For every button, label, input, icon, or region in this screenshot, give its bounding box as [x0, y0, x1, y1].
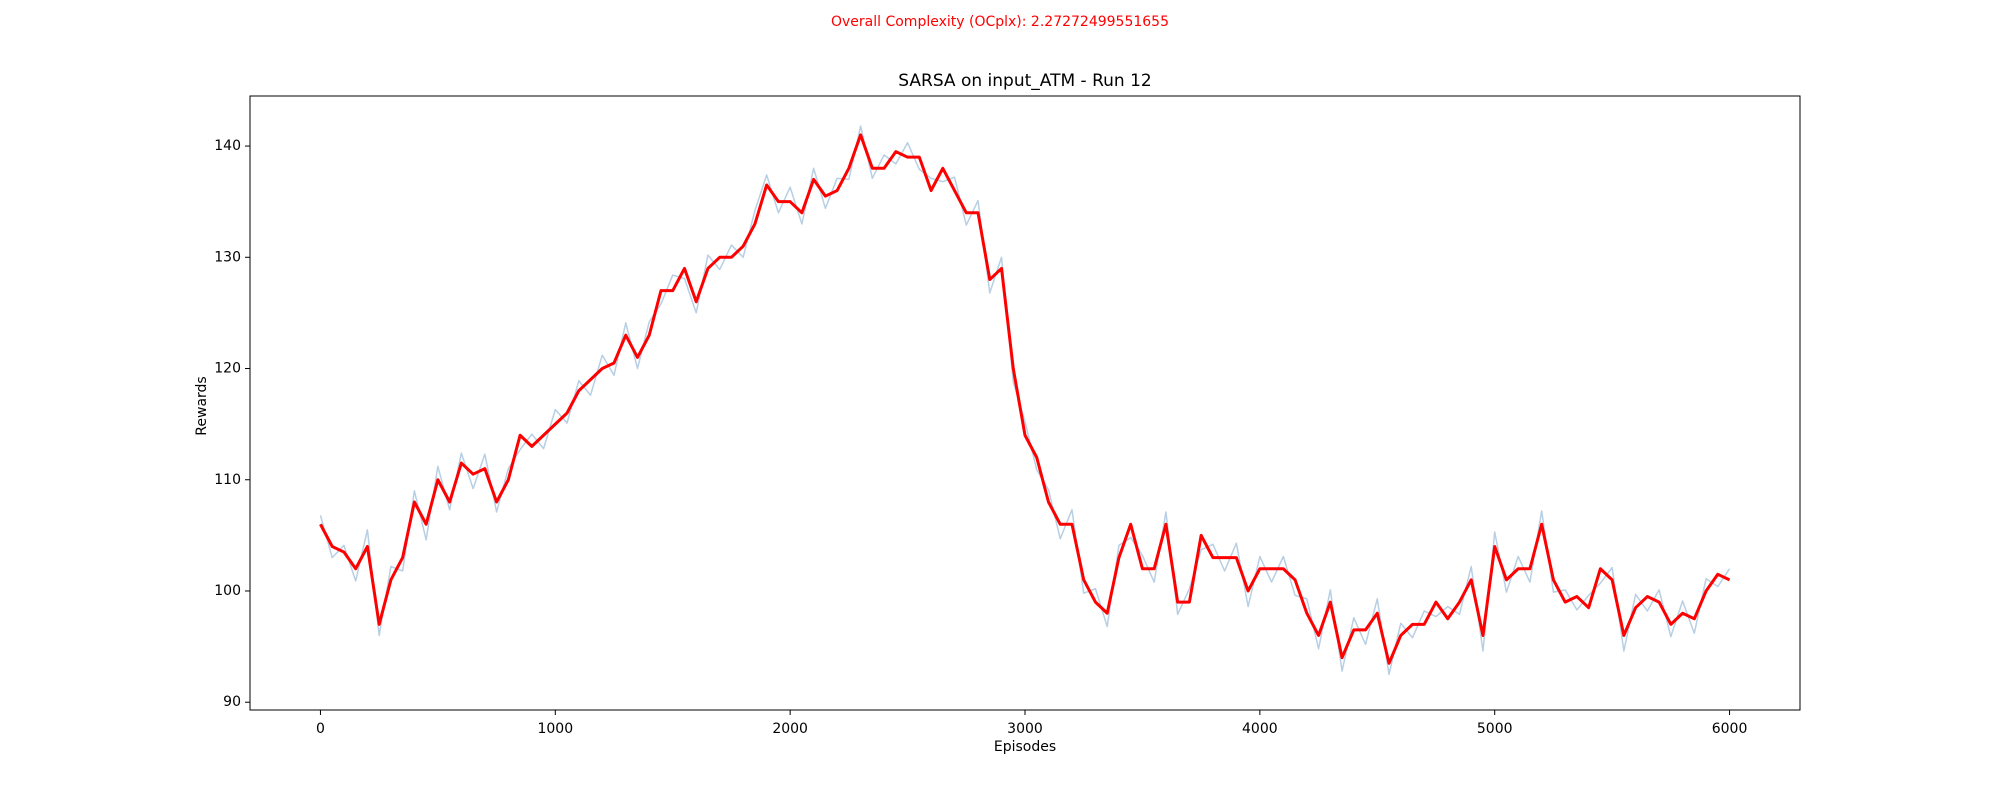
- x-tick-label: 2000: [772, 721, 808, 737]
- x-tick-label: 6000: [1712, 721, 1748, 737]
- plot-area: [319, 125, 1731, 676]
- y-tick-label: 100: [214, 583, 241, 599]
- x-tick-label: 3000: [1007, 721, 1043, 737]
- suptitle: Overall Complexity (OCplx): 2.2727249955…: [831, 14, 1169, 30]
- y-tick-label: 130: [214, 249, 241, 265]
- chart-title: SARSA on input_ATM - Run 12: [898, 71, 1151, 91]
- y-tick-label: 120: [214, 361, 241, 377]
- x-axis-label: Episodes: [994, 739, 1056, 755]
- y-tick-label: 140: [214, 138, 241, 154]
- x-tick-label: 4000: [1242, 721, 1278, 737]
- y-tick-label: 90: [223, 694, 241, 710]
- axes-frame: [249, 95, 1801, 711]
- y-tick-label: 110: [214, 472, 241, 488]
- x-tick-label: 5000: [1477, 721, 1513, 737]
- x-tick-label: 1000: [537, 721, 573, 737]
- x-tick-label: 0: [316, 721, 325, 737]
- line-series: [319, 125, 1731, 676]
- line-series: [319, 133, 1731, 665]
- y-axis-label: Rewards: [194, 376, 210, 435]
